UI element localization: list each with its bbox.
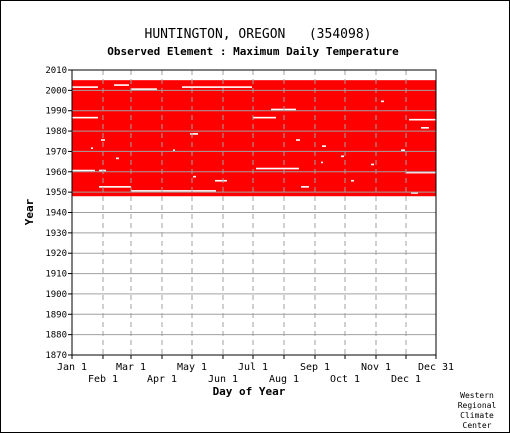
grid-lines	[72, 70, 436, 355]
missing-segment	[101, 139, 105, 141]
missing-segment	[193, 175, 196, 178]
chart-title: HUNTINGTON, OREGON (354098)	[145, 27, 372, 42]
missing-segment	[173, 149, 175, 152]
missing-segment	[253, 116, 276, 119]
missing-segment	[406, 171, 436, 174]
credit-line: Center	[463, 421, 492, 430]
y-tick-label: 1980	[45, 127, 67, 137]
y-tick-label: 1960	[45, 168, 67, 178]
missing-segment	[341, 155, 344, 158]
missing-segment	[72, 86, 98, 88]
missing-segment	[411, 192, 418, 194]
x-tick-label: Nov 1	[361, 362, 391, 373]
y-axis-label: Year	[23, 198, 36, 225]
missing-segment	[91, 147, 93, 149]
missing-segment	[182, 86, 252, 88]
missing-segment	[114, 84, 129, 86]
credit-line: Climate	[460, 411, 494, 420]
observed-data-band	[72, 80, 436, 197]
y-tick-label: 1870	[45, 351, 67, 361]
y-tick-label: 1970	[45, 147, 67, 157]
y-tick-label: 1990	[45, 107, 67, 117]
missing-segment	[296, 139, 300, 141]
x-tick-label: Oct 1	[330, 374, 360, 385]
missing-segment	[401, 149, 405, 152]
y-axis-ticks: 1870 1880 1890 1900 1910 1920 1930 1940 1950 1960…	[45, 66, 72, 361]
x-tick-label: Jun 1	[208, 374, 238, 385]
y-tick-label: 1890	[45, 310, 67, 320]
y-tick-label: 2010	[45, 66, 67, 76]
y-tick-label: 2000	[45, 86, 67, 96]
y-tick-label: 1910	[45, 270, 67, 280]
x-tick-label: Dec 31	[418, 362, 454, 373]
missing-segment	[421, 127, 429, 129]
missing-segment	[381, 100, 384, 103]
missing-segment	[131, 88, 157, 90]
x-tick-label: Feb 1	[88, 374, 118, 385]
x-tick-label: Dec 1	[391, 374, 421, 385]
x-axis-ticks: Jan 1 Mar 1 May 1 Jul 1 Sep 1 Nov 1 Dec 31 Feb …	[57, 355, 454, 385]
x-tick-label: Apr 1	[147, 374, 177, 385]
missing-segment	[322, 145, 326, 147]
missing-segment	[409, 118, 436, 121]
missing-segment	[256, 167, 299, 170]
x-tick-label: Jul 1	[238, 362, 268, 373]
y-tick-label: 1940	[45, 209, 67, 219]
y-tick-label: 1900	[45, 290, 67, 300]
credit-line: Western	[460, 391, 494, 400]
missing-segment	[321, 161, 323, 164]
y-tick-label: 1950	[45, 188, 67, 198]
x-axis-label: Day of Year	[213, 385, 286, 398]
missing-segment	[72, 116, 98, 119]
missing-segment	[371, 163, 374, 166]
credit-line: Regional	[458, 401, 497, 410]
chart-subtitle: Observed Element : Maximum Daily Tempera…	[107, 45, 399, 58]
missing-segment	[72, 169, 95, 172]
x-tick-label: Mar 1	[116, 362, 146, 373]
missing-segment	[301, 186, 309, 188]
y-tick-label: 1880	[45, 331, 67, 341]
missing-segment	[215, 179, 227, 182]
missing-segment	[116, 157, 119, 160]
missing-segment	[131, 190, 216, 192]
x-tick-label: Sep 1	[300, 362, 330, 373]
data-layer	[72, 80, 436, 197]
y-tick-label: 1930	[45, 229, 67, 239]
x-tick-label: Jan 1	[57, 362, 87, 373]
x-tick-label: May 1	[177, 362, 207, 373]
x-tick-label: Aug 1	[269, 374, 299, 385]
missing-segment	[99, 186, 131, 188]
missing-segment	[190, 133, 198, 135]
missing-segment	[351, 179, 354, 182]
y-tick-label: 1920	[45, 249, 67, 259]
